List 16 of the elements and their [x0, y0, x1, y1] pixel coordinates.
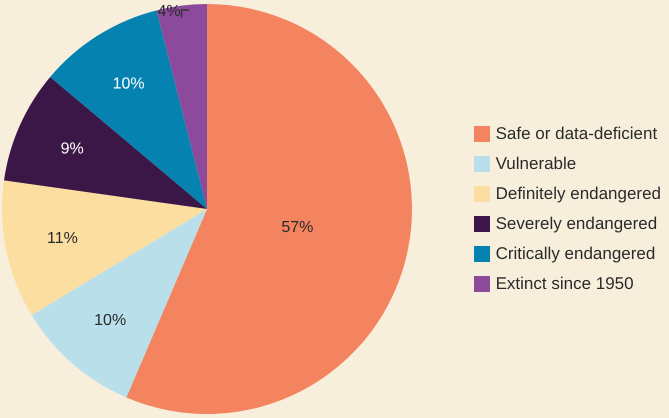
legend-label: Definitely endangered: [496, 183, 661, 205]
pie-slice: [4, 76, 207, 209]
pie-slice: [156, 4, 207, 209]
pie-slice: [2, 180, 207, 316]
legend-label: Critically endangered: [496, 243, 656, 265]
legend-label: Severely endangered: [496, 213, 658, 235]
data-label: 4%: [157, 3, 181, 20]
data-label: 10%: [112, 75, 145, 92]
data-label: 9%: [60, 140, 84, 158]
data-label: 11%: [46, 230, 78, 248]
data-label: 10%: [94, 312, 126, 329]
pie-slice: [32, 209, 207, 398]
legend-label: Extinct since 1950: [496, 273, 634, 295]
legend-label: Safe or data-deficient: [496, 123, 658, 145]
data-label: 57%: [281, 219, 314, 236]
legend-label: Vulnerable: [496, 153, 576, 175]
